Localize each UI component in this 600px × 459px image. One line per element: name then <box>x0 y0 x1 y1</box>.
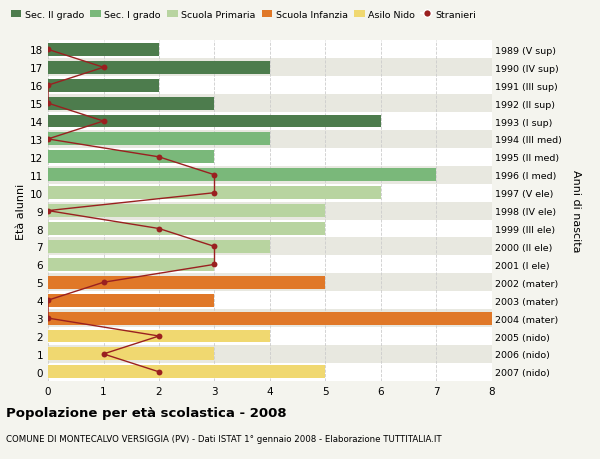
Point <box>43 82 53 90</box>
Bar <box>48 149 492 167</box>
Bar <box>48 241 270 253</box>
Bar <box>48 363 492 381</box>
Text: Popolazione per età scolastica - 2008: Popolazione per età scolastica - 2008 <box>6 406 287 419</box>
Bar <box>48 95 492 113</box>
Point <box>98 279 109 286</box>
Bar <box>48 167 492 185</box>
Bar <box>48 223 325 235</box>
Bar <box>48 59 492 77</box>
Bar <box>48 309 492 327</box>
Bar <box>48 62 270 74</box>
Point <box>43 136 53 143</box>
Bar <box>48 41 492 59</box>
Bar <box>48 366 325 379</box>
Bar <box>48 312 492 325</box>
Bar <box>48 113 492 131</box>
Bar <box>48 77 492 95</box>
Bar <box>48 187 381 200</box>
Point <box>154 333 164 340</box>
Bar <box>48 202 492 220</box>
Point <box>210 172 220 179</box>
Bar <box>48 238 492 256</box>
Bar <box>48 220 492 238</box>
Point <box>154 154 164 161</box>
Bar <box>48 276 325 289</box>
Bar <box>48 133 270 146</box>
Bar <box>48 330 270 343</box>
Point <box>98 118 109 125</box>
Y-axis label: Età alunni: Età alunni <box>16 183 26 239</box>
Point <box>98 351 109 358</box>
Legend: Sec. II grado, Sec. I grado, Scuola Primaria, Scuola Infanzia, Asilo Nido, Stran: Sec. II grado, Sec. I grado, Scuola Prim… <box>7 7 479 23</box>
Bar <box>48 256 492 274</box>
Text: COMUNE DI MONTECALVO VERSIGGIA (PV) - Dati ISTAT 1° gennaio 2008 - Elaborazione : COMUNE DI MONTECALVO VERSIGGIA (PV) - Da… <box>6 434 442 443</box>
Point <box>98 64 109 72</box>
Point <box>43 315 53 322</box>
Bar <box>48 258 215 271</box>
Point <box>210 261 220 269</box>
Point <box>43 100 53 107</box>
Point <box>154 369 164 376</box>
Bar <box>48 185 492 202</box>
Bar <box>48 327 492 345</box>
Bar <box>48 348 215 361</box>
Y-axis label: Anni di nascita: Anni di nascita <box>571 170 581 252</box>
Bar <box>48 97 215 110</box>
Bar <box>48 294 215 307</box>
Point <box>43 46 53 54</box>
Point <box>43 297 53 304</box>
Point <box>154 225 164 233</box>
Bar <box>48 274 492 291</box>
Bar <box>48 115 381 128</box>
Point <box>43 207 53 215</box>
Bar <box>48 44 159 56</box>
Bar <box>48 131 492 149</box>
Bar <box>48 345 492 363</box>
Point <box>210 243 220 251</box>
Bar <box>48 169 436 182</box>
Bar <box>48 205 325 218</box>
Bar <box>48 291 492 309</box>
Point <box>210 190 220 197</box>
Bar <box>48 151 215 164</box>
Bar <box>48 79 159 92</box>
